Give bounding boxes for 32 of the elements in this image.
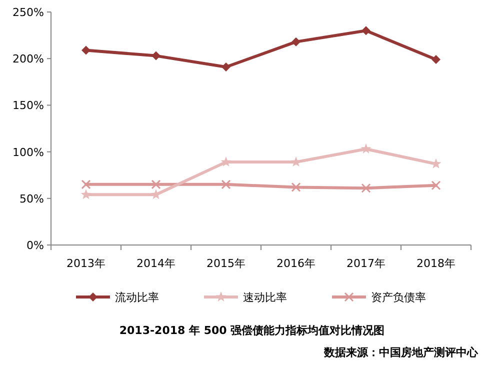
- point: [360, 144, 372, 154]
- y-tick-label: 50%: [20, 192, 44, 206]
- point: [82, 46, 90, 55]
- point: [361, 183, 371, 193]
- x-tick-label: 2014年: [136, 257, 176, 270]
- point: [222, 62, 230, 72]
- point: [431, 180, 441, 190]
- text: 2013-2018 年 500 强偿债能力指标均值对比情况图: [119, 324, 385, 337]
- point: [81, 180, 91, 190]
- x-tick-label: 2017年: [346, 257, 386, 270]
- y-tick-label: 150%: [12, 99, 44, 112]
- x-tick-label: 2013年: [66, 257, 106, 270]
- point: [151, 180, 161, 190]
- x-tick-label: 2015年: [206, 257, 246, 270]
- point: [80, 189, 92, 200]
- y-tick-label: 200%: [12, 52, 44, 66]
- legend-label: 速动比率: [243, 291, 287, 304]
- y-tick-label: 250%: [12, 6, 44, 19]
- x-tick-label: 2018年: [416, 257, 456, 270]
- y-tick-label: 0%: [26, 239, 44, 252]
- point: [152, 51, 160, 60]
- point: [362, 26, 370, 36]
- point: [221, 180, 231, 190]
- point: [291, 182, 301, 192]
- point: [220, 156, 232, 166]
- source-note: 数据来源：中国房地产测评中心: [323, 346, 479, 359]
- point: [432, 55, 440, 64]
- x-tick-label: 2016年: [276, 257, 316, 270]
- legend-label: 流动比率: [115, 291, 159, 304]
- point: [292, 37, 300, 46]
- legend-label: 资产负债率: [371, 291, 426, 304]
- y-tick-label: 100%: [12, 146, 44, 159]
